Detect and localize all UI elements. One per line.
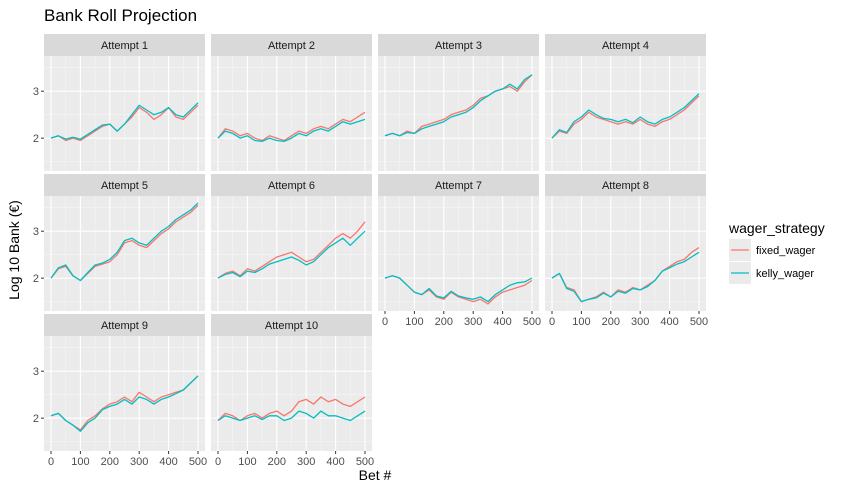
x-tick-label: 500 — [356, 456, 374, 468]
legend-label-kelly-wager: kelly_wager — [756, 268, 814, 280]
x-tick-label: 500 — [690, 316, 708, 328]
y-axis-label: Log 10 Bank (€) — [6, 200, 22, 300]
series-line-fixed-wager — [217, 111, 366, 142]
series-line-kelly-wager — [217, 230, 366, 279]
series-line-fixed-wager — [384, 74, 533, 137]
facet-strip — [211, 174, 372, 196]
y-tick-label: 3 — [33, 226, 39, 238]
series-line-kelly-wager — [551, 251, 700, 303]
series-line-fixed-wager — [217, 396, 366, 422]
y-tick-label: 3 — [33, 86, 39, 98]
x-tick-label: 400 — [493, 316, 511, 328]
y-tick-label: 2 — [33, 133, 39, 145]
facet-strip — [545, 34, 706, 56]
x-tick-label: 400 — [159, 456, 177, 468]
facet-strip-label: Attempt 7 — [435, 180, 482, 192]
facet-strip-label: Attempt 9 — [101, 320, 148, 332]
chart-title: Bank Roll Projection — [44, 6, 197, 25]
x-tick-label: 200 — [602, 316, 620, 328]
x-tick-label: 0 — [549, 316, 555, 328]
facet-panel: Attempt 1 2 3 — [33, 34, 205, 171]
series-line-fixed-wager — [551, 95, 700, 139]
facet-strip — [211, 314, 372, 336]
x-tick-label: 0 — [48, 456, 54, 468]
x-tick-label: 300 — [297, 456, 315, 468]
facet-strip-label: Attempt 2 — [268, 40, 315, 52]
x-tick-label: 300 — [631, 316, 649, 328]
x-tick-label: 300 — [464, 316, 482, 328]
x-tick-label: 400 — [326, 456, 344, 468]
x-tick-label: 100 — [238, 456, 256, 468]
facet-panel: Attempt 5 2 3 — [33, 174, 205, 311]
x-tick-label: 400 — [660, 316, 678, 328]
facet-strip-label: Attempt 10 — [265, 320, 318, 332]
facet-panel: Attempt 8 0 100 200 300 400 500 — [545, 174, 708, 328]
facet-panel: Attempt 4 — [545, 34, 706, 171]
facet-strip — [44, 34, 205, 56]
facet-strip-label: Attempt 6 — [268, 180, 315, 192]
facet-strip — [378, 34, 539, 56]
facet-strip-label: Attempt 4 — [602, 40, 649, 52]
legend-title: wager_strategy — [728, 220, 825, 236]
facet-strip-label: Attempt 8 — [602, 180, 649, 192]
series-line-kelly-wager — [217, 118, 366, 143]
series-line-kelly-wager — [50, 202, 199, 282]
x-tick-label: 100 — [71, 456, 89, 468]
facet-panel: Attempt 2 — [211, 34, 372, 171]
series-line-kelly-wager — [384, 74, 533, 137]
facet-panel: Attempt 7 0 100 200 300 400 500 — [378, 174, 541, 328]
x-axis-label: Bet # — [359, 467, 392, 483]
facet-strip-label: Attempt 3 — [435, 40, 482, 52]
facet-strip — [44, 174, 205, 196]
series-line-kelly-wager — [50, 102, 199, 140]
legend-label-fixed-wager: fixed_wager — [756, 245, 816, 257]
facet-panel: Attempt 3 — [378, 34, 539, 171]
x-tick-label: 300 — [130, 456, 148, 468]
facet-strip — [211, 34, 372, 56]
facet-strip — [378, 174, 539, 196]
facet-panel: Attempt 9 2 3 0 100 200 300 400 500 — [33, 314, 207, 468]
series-line-kelly-wager — [551, 93, 700, 139]
facet-panel: Attempt 10 0 100 200 300 400 500 — [211, 314, 374, 468]
x-tick-label: 0 — [382, 316, 388, 328]
x-tick-label: 200 — [268, 456, 286, 468]
facet-strip — [44, 314, 205, 336]
x-tick-label: 100 — [572, 316, 590, 328]
series-line-kelly-wager — [217, 410, 366, 422]
x-tick-label: 200 — [435, 316, 453, 328]
facet-strip-label: Attempt 1 — [101, 40, 148, 52]
y-tick-label: 2 — [33, 413, 39, 425]
series-line-kelly-wager — [384, 275, 533, 303]
x-tick-label: 0 — [215, 456, 221, 468]
facet-strip — [545, 174, 706, 196]
legend: wager_strategy fixed_wager kelly_wager — [728, 220, 825, 284]
facet-strip-label: Attempt 5 — [101, 180, 148, 192]
y-tick-label: 3 — [33, 366, 39, 378]
x-tick-label: 200 — [101, 456, 119, 468]
facet-panels: Attempt 1 2 3 Attempt 2 Attempt 3 Attempt 4 At… — [33, 34, 708, 468]
series-line-fixed-wager — [217, 221, 366, 279]
x-tick-label: 100 — [405, 316, 423, 328]
series-line-kelly-wager — [50, 375, 199, 432]
y-tick-label: 2 — [33, 273, 39, 285]
x-tick-label: 500 — [523, 316, 541, 328]
x-tick-label: 500 — [189, 456, 207, 468]
facet-panel: Attempt 6 — [211, 174, 372, 311]
